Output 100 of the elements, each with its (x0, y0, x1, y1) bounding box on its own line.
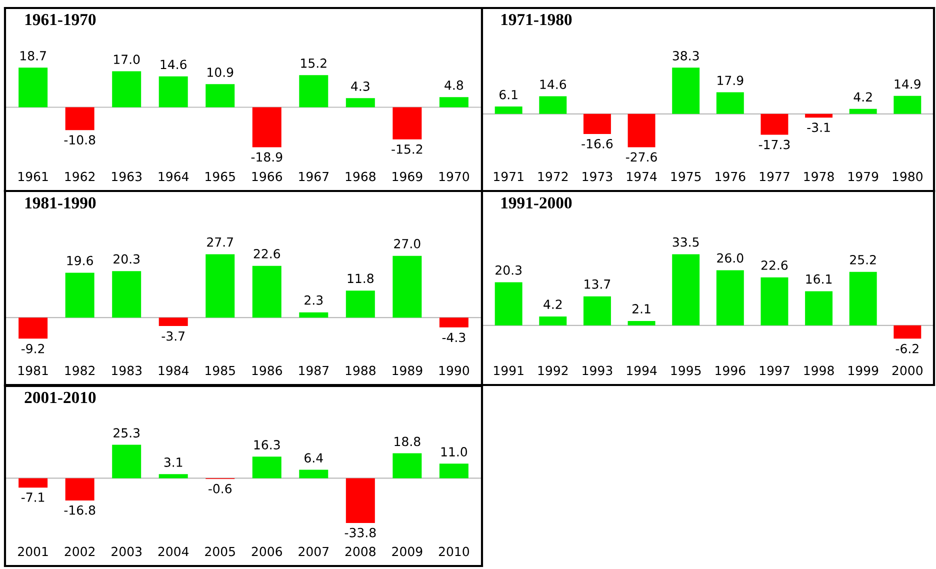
data-label: 22.6 (254, 248, 280, 258)
data-label: 20.3 (114, 254, 140, 264)
bar (252, 456, 282, 478)
data-label: 4.2 (854, 92, 872, 102)
x-tick-label: 1991 (494, 366, 524, 376)
data-label: -16.8 (64, 505, 96, 515)
data-label: -4.3 (442, 332, 466, 342)
data-label: 3.1 (164, 458, 182, 467)
bar (894, 325, 922, 339)
bar (805, 114, 833, 118)
x-tick-label: 1967 (299, 172, 328, 182)
chart-title: 2001-2010 (24, 392, 96, 404)
bar (539, 96, 567, 114)
x-tick-label: 2007 (298, 546, 328, 556)
x-tick-label: 1995 (671, 366, 701, 376)
data-label: -16.6 (582, 138, 613, 148)
x-tick-label: 1997 (760, 366, 790, 376)
bar (346, 290, 375, 318)
bar (65, 478, 94, 500)
data-label: 25.3 (114, 428, 140, 438)
x-tick-label: 1964 (158, 172, 189, 182)
x-tick-label: 1972 (538, 172, 568, 182)
data-label: 22.6 (761, 260, 788, 270)
data-label: 17.0 (114, 54, 140, 64)
x-tick-label: 2009 (392, 546, 422, 556)
x-tick-label: 1984 (158, 366, 189, 376)
data-label: 14.6 (160, 60, 186, 70)
x-tick-label: 1965 (206, 172, 235, 182)
bar (18, 68, 48, 108)
bar (439, 318, 468, 328)
data-label: 11.0 (441, 447, 468, 457)
x-tick-label: 2004 (158, 546, 189, 556)
x-tick-label: 2010 (438, 546, 470, 556)
chart-title: 1961-1970 (25, 14, 96, 26)
data-label: -6.2 (896, 344, 918, 354)
chart-title: 1981-1990 (25, 197, 96, 209)
x-tick-label: 2008 (345, 546, 376, 556)
bar (894, 96, 922, 114)
bar (849, 108, 877, 114)
x-tick-label: 2006 (252, 546, 282, 556)
bar (252, 107, 282, 148)
bar (112, 444, 142, 478)
data-label: -33.8 (344, 528, 376, 538)
x-tick-label: 1982 (65, 366, 94, 376)
x-tick-label: 1969 (392, 172, 422, 182)
x-tick-label: 2002 (64, 546, 94, 556)
bar (760, 277, 788, 326)
x-tick-label: 1976 (716, 172, 746, 182)
bar (439, 464, 468, 478)
x-tick-label: 1971 (494, 172, 524, 182)
x-tick-label: 1970 (439, 172, 470, 182)
x-tick-label: 1996 (716, 366, 746, 376)
bar (206, 84, 235, 108)
x-tick-label: 1994 (626, 366, 657, 376)
bar (112, 271, 142, 318)
bar (346, 98, 375, 108)
x-tick-label: 1961 (18, 172, 48, 182)
data-label: 4.8 (444, 80, 464, 90)
bar (392, 107, 422, 140)
x-tick-label: 1962 (65, 172, 94, 182)
bar (494, 106, 522, 114)
bar (392, 256, 422, 318)
bar (158, 474, 188, 478)
data-label: -27.6 (626, 152, 657, 162)
data-label: -18.9 (251, 152, 282, 162)
bar (65, 272, 94, 318)
bar (346, 478, 375, 523)
x-tick-label: 1974 (626, 172, 657, 182)
bar (18, 318, 48, 339)
data-label: -7.1 (21, 492, 44, 502)
data-label: 6.4 (304, 453, 323, 463)
x-tick-label: 1983 (112, 366, 142, 376)
bar (392, 453, 422, 478)
data-label: -3.7 (162, 331, 184, 341)
x-tick-label: 1978 (804, 172, 834, 182)
data-label: 20.3 (496, 265, 522, 275)
data-label: 18.8 (394, 436, 420, 446)
data-label: 27.7 (207, 237, 233, 247)
data-label: 27.0 (394, 238, 420, 248)
bar (206, 254, 235, 318)
bar (158, 76, 188, 108)
data-label: -3.1 (807, 122, 830, 132)
data-label: 19.6 (67, 256, 93, 266)
data-label: 13.7 (584, 279, 610, 289)
bar (716, 270, 744, 326)
bar (628, 320, 656, 326)
x-tick-label: 1973 (582, 172, 612, 182)
bar (583, 296, 611, 326)
bar (849, 272, 877, 326)
x-tick-label: 1989 (392, 366, 422, 376)
data-label: -0.6 (208, 484, 232, 494)
bar (672, 254, 700, 326)
x-tick-label: 2003 (112, 546, 142, 556)
x-tick-label: 1977 (760, 172, 790, 182)
data-label: -17.3 (758, 140, 790, 150)
bar (628, 114, 656, 148)
data-label: 6.1 (500, 90, 518, 100)
x-tick-label: 1985 (206, 366, 235, 376)
data-label: 38.3 (672, 51, 699, 60)
data-label: 15.2 (301, 58, 326, 68)
